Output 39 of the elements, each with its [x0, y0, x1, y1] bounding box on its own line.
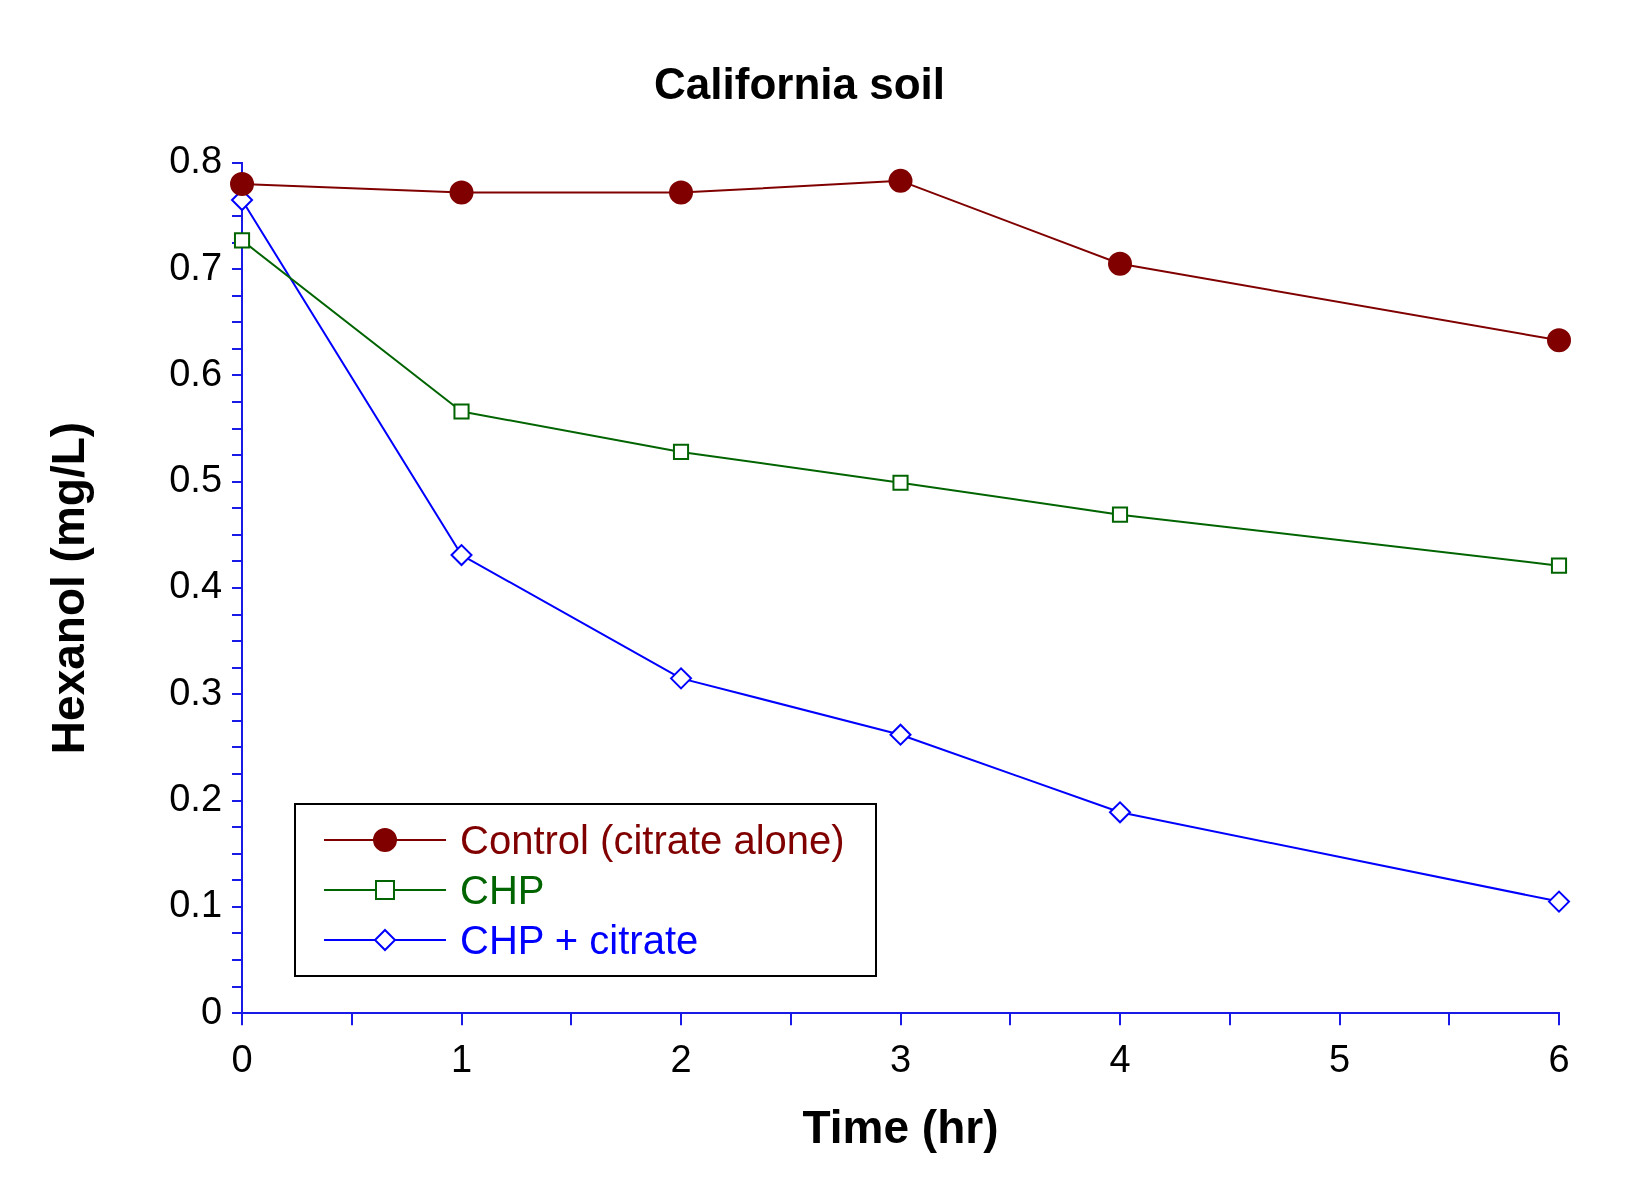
x-tick-label: 0	[231, 1038, 253, 1081]
point	[449, 180, 474, 205]
chart-title: California soil	[654, 58, 945, 108]
legend-label: CHP	[460, 867, 545, 913]
point	[1550, 557, 1568, 574]
y-tick-label: 0.2	[169, 777, 223, 820]
point	[233, 232, 251, 249]
point	[1108, 251, 1133, 276]
y-tick-label: 0	[200, 989, 223, 1032]
point	[889, 723, 912, 746]
legend-label: CHP + citrate	[460, 917, 699, 963]
y-tick-label: 0.1	[169, 883, 223, 926]
point	[888, 168, 913, 193]
y-tick-label: 0.5	[169, 458, 223, 501]
x-axis-title: Time (hr)	[802, 1101, 999, 1154]
point	[453, 403, 470, 420]
point	[892, 474, 909, 491]
point	[1548, 890, 1570, 913]
point	[1109, 801, 1132, 824]
point	[670, 667, 693, 690]
x-tick-label: 4	[1109, 1038, 1131, 1081]
y-tick-label: 0.4	[169, 564, 223, 607]
point	[1111, 506, 1129, 523]
point	[1547, 328, 1571, 353]
y-tick-label: 0.6	[169, 351, 223, 394]
x-tick-label: 2	[670, 1038, 692, 1081]
point	[230, 172, 255, 197]
point	[672, 443, 690, 461]
y-tick-label: 0.3	[169, 670, 223, 713]
x-tick-label: 3	[889, 1038, 912, 1081]
y-tick-label: 0.7	[169, 245, 223, 288]
y-axis-title: Hexanol (mg/L)	[42, 421, 95, 755]
x-tick-label: 6	[1548, 1038, 1570, 1081]
legend-label: Control (citrate alone)	[460, 817, 845, 863]
x-tick-label: 5	[1328, 1038, 1351, 1081]
x-tick-label: 1	[450, 1038, 473, 1081]
y-tick-label: 0.8	[169, 139, 223, 182]
point	[450, 544, 473, 567]
point	[669, 180, 694, 205]
